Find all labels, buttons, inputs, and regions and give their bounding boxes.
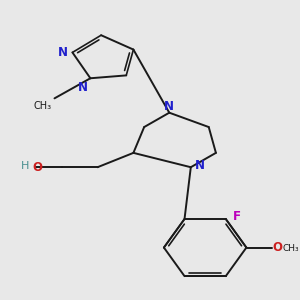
- Text: N: N: [58, 46, 68, 59]
- Text: N: N: [164, 100, 174, 113]
- Text: N: N: [195, 159, 205, 172]
- Text: H: H: [20, 161, 29, 171]
- Text: CH₃: CH₃: [34, 101, 52, 111]
- Text: CH₃: CH₃: [282, 244, 299, 253]
- Text: O: O: [272, 241, 282, 254]
- Text: N: N: [77, 81, 88, 94]
- Text: O: O: [33, 161, 43, 174]
- Text: F: F: [233, 210, 241, 223]
